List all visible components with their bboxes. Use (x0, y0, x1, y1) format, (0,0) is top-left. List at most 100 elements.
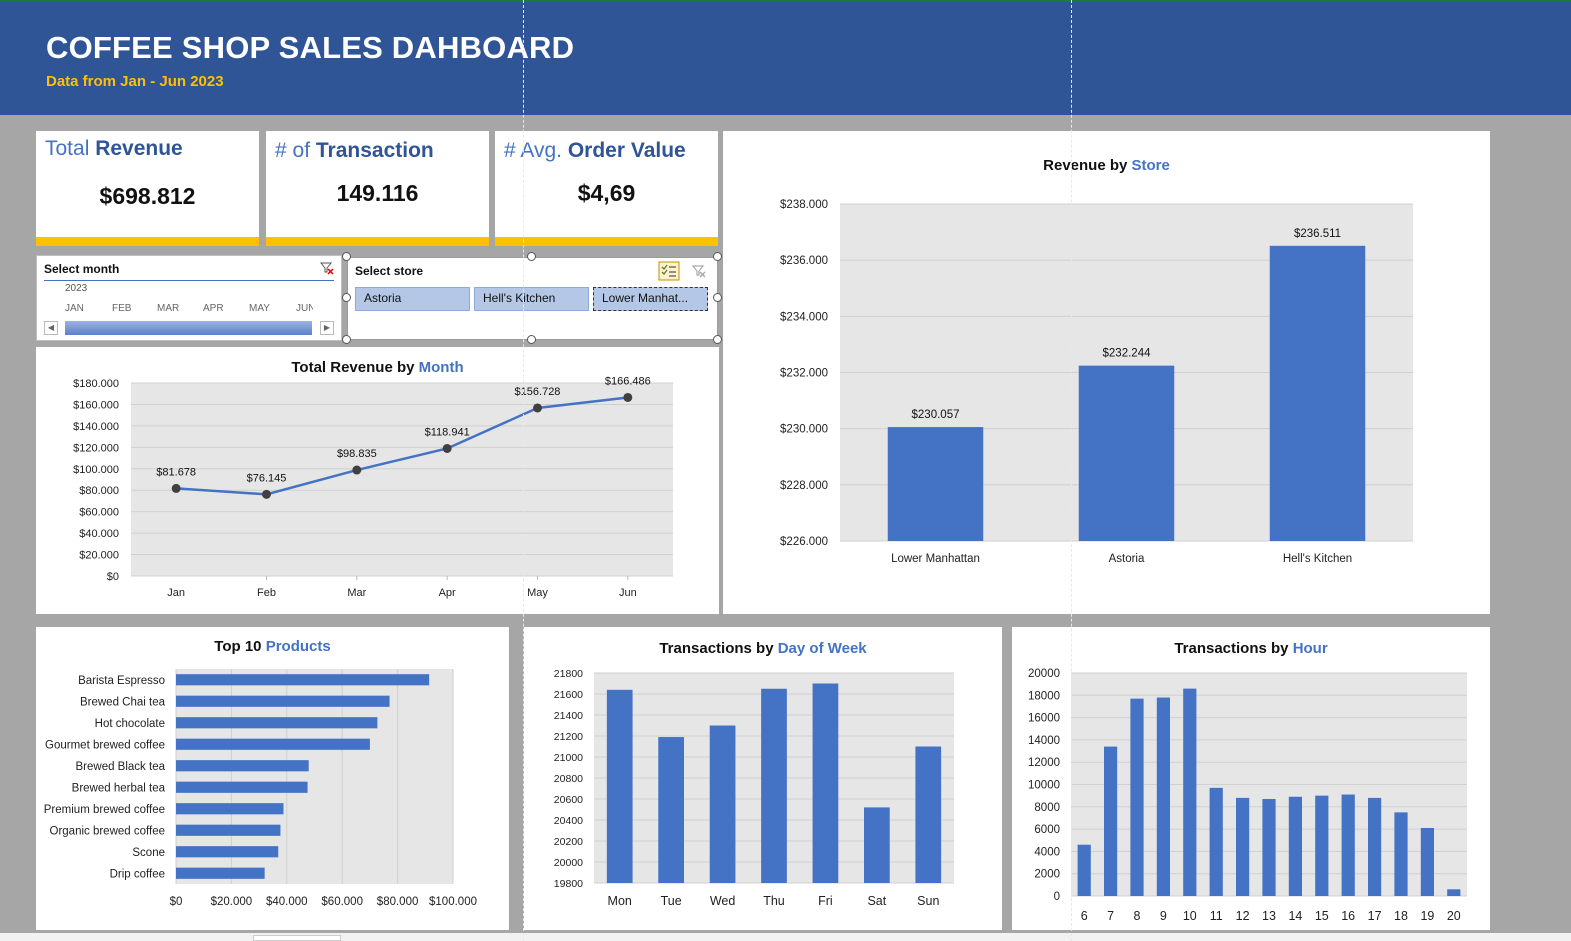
chart-title: Top 10 Products (214, 638, 331, 655)
y-tick-label: $60.000 (79, 507, 119, 519)
clear-filter-icon[interactable] (691, 263, 707, 279)
bar (176, 738, 370, 750)
x-tick-label: 8 (1134, 909, 1141, 923)
data-label: $156.728 (515, 386, 561, 398)
y-tick-label: $226.000 (780, 536, 828, 548)
bar (1269, 245, 1366, 541)
bar (1262, 798, 1276, 896)
resize-handle[interactable] (713, 335, 722, 344)
y-tick-label: 21600 (554, 689, 583, 701)
y-tick-label: Scone (132, 847, 165, 859)
y-tick-label: $232.000 (780, 368, 828, 380)
x-tick-label: Thu (763, 894, 785, 908)
scroll-right-icon[interactable]: ▶ (320, 321, 334, 335)
x-tick-label: Wed (710, 894, 736, 908)
data-point (171, 483, 181, 493)
resize-handle[interactable] (342, 252, 351, 261)
x-tick-label: Sat (867, 894, 886, 908)
y-tick-label: 20400 (554, 815, 583, 827)
bar (1236, 797, 1250, 896)
y-tick-label: 6000 (1034, 824, 1060, 836)
store-option-hells-kitchen[interactable]: Hell's Kitchen (474, 287, 589, 311)
x-tick-label: 20 (1447, 909, 1461, 923)
clear-filter-icon[interactable] (319, 260, 335, 276)
bar (176, 867, 265, 879)
bar (1341, 794, 1355, 896)
kpi-label-accent: Order Value (567, 139, 686, 162)
bar (709, 725, 736, 883)
month-slicer[interactable]: Select month 2023 JAN FEB MAR APR MAY JU… (36, 255, 342, 341)
y-tick-label: 4000 (1034, 846, 1060, 858)
y-tick-label: 0 (1054, 891, 1060, 903)
bar (1077, 844, 1091, 896)
timeline-month[interactable]: MAY (249, 303, 270, 314)
data-point (352, 465, 362, 475)
timeline-range-bar[interactable] (65, 321, 313, 335)
store-option-astoria[interactable]: Astoria (355, 287, 470, 311)
y-tick-label: 20600 (554, 794, 583, 806)
y-tick-label: Gourmet brewed coffee (45, 739, 165, 751)
bar (176, 803, 284, 815)
resize-handle[interactable] (527, 335, 536, 344)
kpi-value: 149.116 (336, 180, 419, 206)
y-tick-label: Brewed Chai tea (80, 696, 166, 708)
bar (1104, 746, 1118, 896)
x-tick-label: Lower Manhattan (891, 553, 980, 565)
kpi-label-accent: Transaction (315, 139, 434, 162)
x-tick-label: Fri (818, 894, 833, 908)
y-tick-label: $40.000 (79, 528, 119, 540)
timeline-month[interactable]: JUN (296, 303, 313, 314)
resize-handle[interactable] (342, 335, 351, 344)
x-tick-label: Hell's Kitchen (1283, 553, 1352, 565)
x-tick-label: 16 (1341, 909, 1355, 923)
kpi-accent-bar (266, 237, 489, 246)
bar (864, 807, 890, 883)
bar (176, 781, 308, 793)
y-tick-label: 21400 (554, 710, 583, 722)
bar (1183, 688, 1197, 896)
bar (1394, 812, 1408, 896)
resize-handle[interactable] (713, 293, 722, 302)
bar (1156, 697, 1170, 896)
timeline-month[interactable]: APR (203, 303, 224, 314)
y-tick-label: $160.000 (73, 399, 119, 411)
resize-handle[interactable] (713, 252, 722, 261)
scroll-left-icon[interactable]: ◀ (44, 321, 58, 335)
page-subtitle: Data from Jan - Jun 2023 (46, 73, 224, 90)
timeline-month[interactable]: FEB (112, 303, 132, 314)
y-tick-label: 2000 (1034, 869, 1060, 881)
x-tick-label: 12 (1236, 909, 1250, 923)
store-option-lower-manhattan[interactable]: Lower Manhat... (593, 287, 708, 311)
y-tick-label: $238.000 (780, 199, 828, 211)
line-chart: $0 $20.000 $40.000 $60.000 $80.000 $100.000 $1… (73, 375, 673, 599)
resize-handle[interactable] (342, 293, 351, 302)
store-slicer-title: Select store (355, 264, 424, 278)
store-slicer[interactable]: Select store Astoria Hell's Kitchen Lowe… (347, 257, 718, 340)
y-tick-label: 8000 (1034, 802, 1060, 814)
bar (761, 688, 787, 883)
timeline-month[interactable]: JAN (65, 303, 84, 314)
x-tick-label: Mar (347, 587, 366, 599)
timeline-year: 2023 (65, 283, 88, 294)
x-tick-label: 13 (1262, 909, 1276, 923)
y-tick-label: $80.000 (79, 485, 119, 497)
bar-chart: $0 $20.000 $40.000 $60.000 $80.000 $100.000 Ba… (44, 669, 477, 908)
chart-transactions-by-day: Transactions by Day of Week 19800 20000 20… (524, 627, 1002, 930)
y-tick-label: $0 (107, 571, 119, 583)
x-tick-label: 7 (1107, 909, 1114, 923)
sheet-tab[interactable] (253, 935, 341, 941)
y-tick-label: $228.000 (780, 480, 828, 492)
y-tick-label: $120.000 (73, 442, 119, 454)
x-tick-label: $100.000 (429, 896, 477, 908)
timeline-month[interactable]: MAR (157, 303, 180, 314)
resize-handle[interactable] (527, 252, 536, 261)
y-tick-label: 19800 (554, 878, 583, 890)
kpi-total-revenue: Total Revenue $698.812 (36, 131, 259, 246)
data-label: $232.244 (1103, 348, 1152, 360)
y-tick-label: 20800 (554, 773, 583, 785)
kpi-value: $698.812 (99, 183, 196, 209)
chart-revenue-by-store: Revenue by Store $226.000 $228.000 $230.00… (723, 131, 1490, 614)
multi-select-icon[interactable] (658, 261, 680, 281)
bar (1420, 827, 1434, 896)
bar (1078, 365, 1175, 541)
